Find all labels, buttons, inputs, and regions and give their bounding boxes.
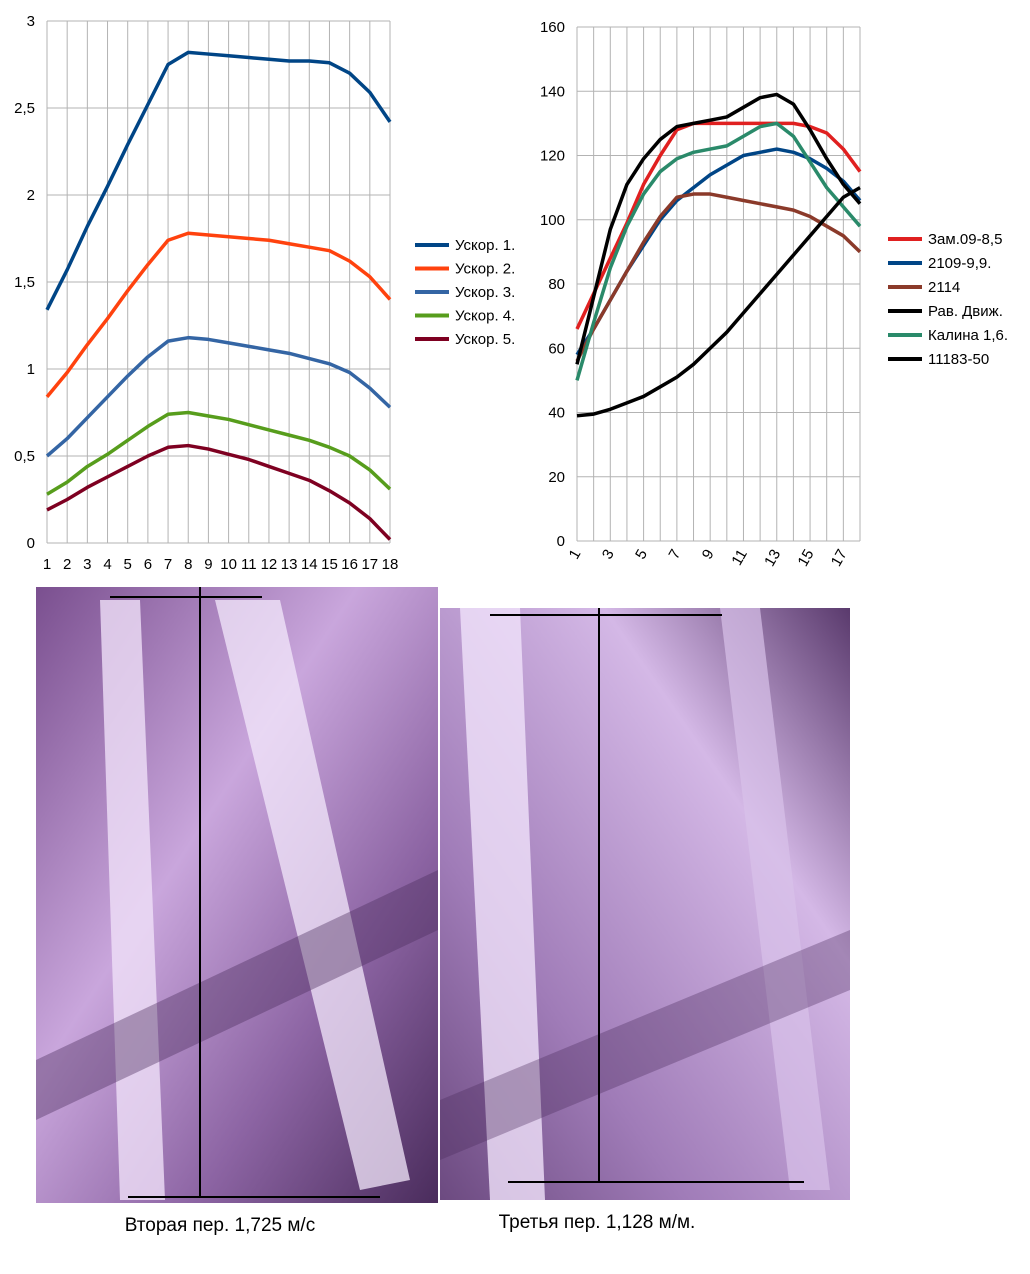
x-tick-label: 13 — [281, 556, 298, 573]
y-tick-label: 120 — [540, 148, 565, 165]
legend-label: 2109-9,9. — [928, 255, 991, 272]
x-tick-label: 11 — [728, 547, 751, 569]
y-tick-label: 160 — [540, 19, 565, 36]
x-tick-label: 18 — [382, 556, 399, 573]
series-line — [46, 443, 392, 541]
series-line — [575, 147, 862, 356]
y-tick-label: 2 — [27, 187, 35, 204]
legend-label: 2114 — [928, 279, 960, 296]
series-line — [575, 92, 862, 365]
series-line — [45, 50, 392, 311]
legend-label: Ускор. 5. — [455, 331, 515, 348]
photo-left — [36, 587, 438, 1203]
x-tick-label: 15 — [794, 547, 817, 570]
x-tick-label: 14 — [301, 556, 318, 573]
legend-label: Ускор. 2. — [455, 261, 515, 278]
legend-label: Калина 1,6. — [928, 327, 1008, 344]
x-tick-label: 7 — [665, 547, 684, 563]
y-tick-label: 80 — [548, 276, 565, 293]
legend-label: Ускор. 1. — [455, 237, 515, 254]
x-tick-label: 2 — [63, 556, 71, 573]
caption: Вторая пер. 1,725 м/с — [125, 1215, 315, 1236]
x-tick-label: 1 — [43, 556, 51, 573]
x-tick-label: 11 — [241, 556, 257, 573]
legend-label: Ускор. 4. — [455, 308, 515, 325]
x-tick-label: 1 — [566, 547, 585, 563]
y-tick-label: 40 — [548, 405, 565, 422]
series-line — [45, 335, 392, 458]
x-tick-label: 3 — [83, 556, 91, 573]
x-tick-label: 9 — [204, 556, 212, 573]
x-tick-label: 4 — [103, 556, 111, 573]
legend-label: Ускор. 3. — [455, 284, 515, 301]
y-tick-label: 140 — [540, 83, 565, 100]
x-tick-label: 17 — [361, 556, 378, 573]
x-tick-label: 12 — [261, 556, 278, 573]
x-tick-label: 5 — [124, 556, 132, 573]
legend-label: Рав. Движ. — [928, 303, 1003, 320]
x-tick-label: 16 — [341, 556, 358, 573]
y-tick-label: 0,5 — [14, 448, 35, 465]
x-tick-label: 6 — [144, 556, 152, 573]
x-tick-label: 3 — [599, 547, 618, 563]
x-tick-label: 7 — [164, 556, 172, 573]
x-tick-label: 13 — [761, 547, 784, 570]
x-tick-label: 8 — [184, 556, 192, 573]
series-line — [46, 410, 392, 496]
y-tick-label: 60 — [548, 340, 565, 357]
x-tick-label: 10 — [220, 556, 237, 573]
y-tick-label: 3 — [27, 13, 35, 30]
series-line — [575, 121, 862, 381]
x-tick-label: 15 — [321, 556, 338, 573]
y-tick-label: 1,5 — [14, 274, 35, 291]
y-tick-label: 20 — [548, 469, 565, 486]
series-line — [45, 231, 392, 398]
caption: Третья пер. 1,128 м/м. — [499, 1212, 696, 1233]
legend-label: 11183-50 — [928, 351, 989, 368]
y-tick-label: 0 — [27, 535, 35, 552]
x-tick-label: 9 — [699, 547, 718, 563]
y-tick-label: 0 — [557, 533, 565, 550]
y-tick-label: 1 — [27, 361, 35, 378]
y-tick-label: 2,5 — [14, 100, 35, 117]
series-line — [576, 186, 861, 418]
photo-right — [440, 608, 850, 1200]
y-tick-label: 100 — [540, 212, 565, 229]
legend-label: Зам.09-8,5 — [928, 231, 1002, 248]
series-line — [575, 192, 862, 362]
x-tick-label: 5 — [632, 547, 651, 563]
x-tick-label: 17 — [828, 547, 851, 570]
